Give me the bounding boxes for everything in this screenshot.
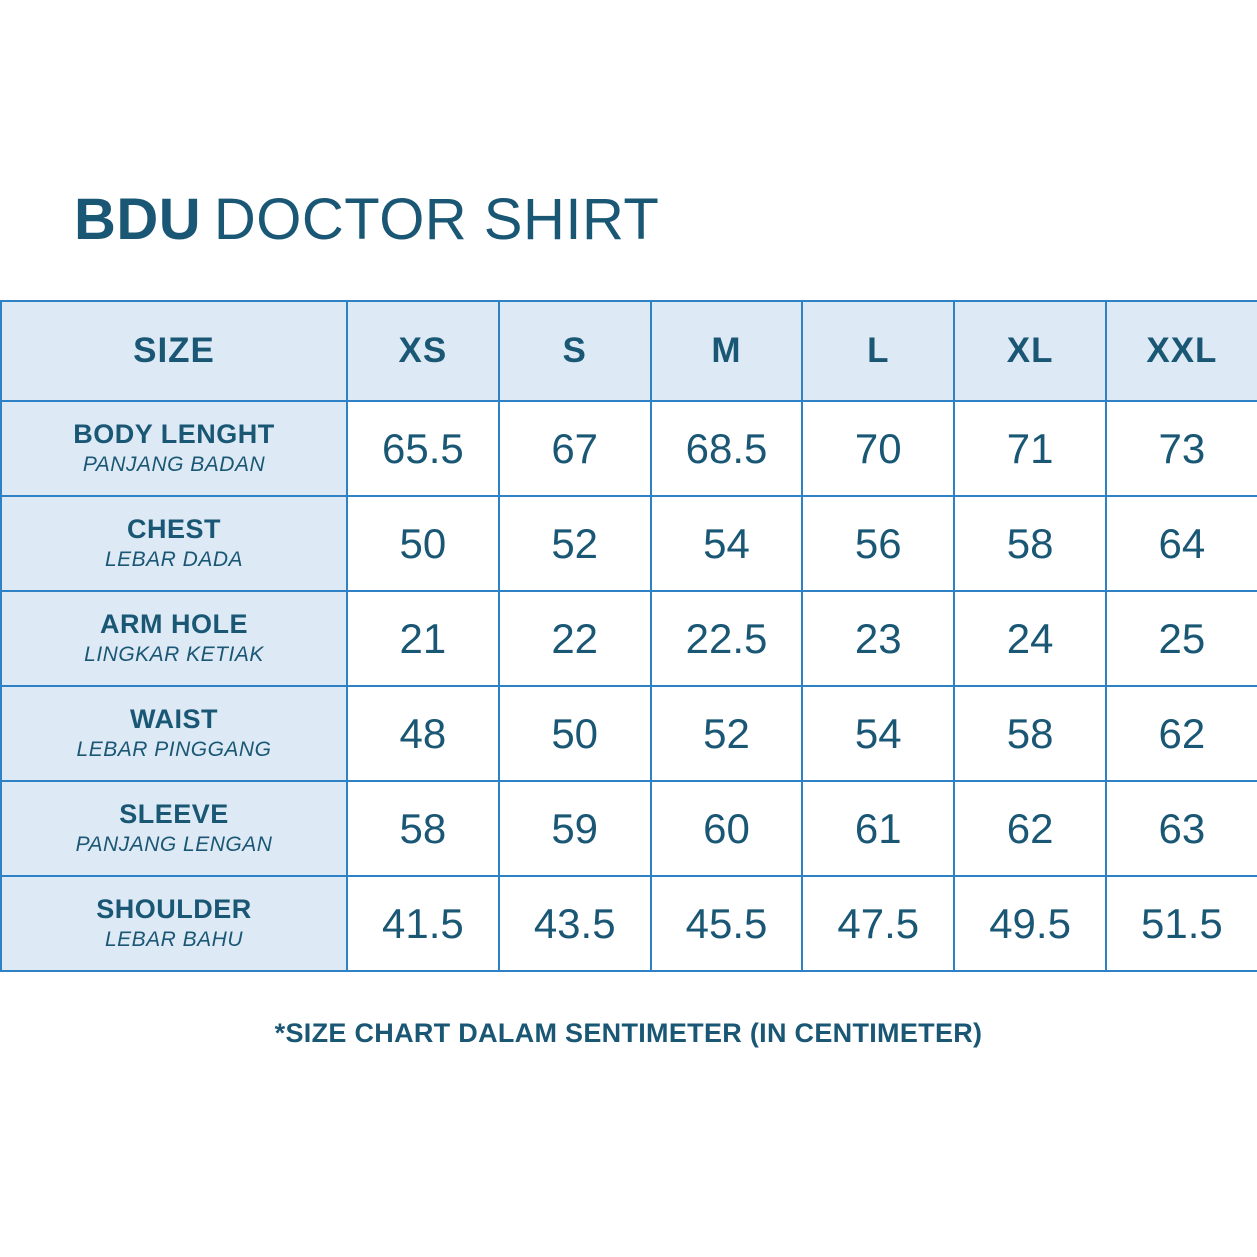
measurement-label: ARM HOLE: [100, 608, 248, 639]
table-row: SLEEVE PANJANG LENGAN 58 59 60 61 62 63: [0, 780, 1257, 877]
value-cell: 60: [649, 780, 804, 877]
table-row: SHOULDER LEBAR BAHU 41.5 43.5 45.5 47.5 49.5 51…: [0, 875, 1257, 972]
row-label-cell: BODY LENGHT PANJANG BADAN: [0, 400, 348, 497]
measurement-label: BODY LENGHT: [73, 418, 275, 449]
value-cell: 62: [1104, 685, 1257, 782]
size-column-header-m: M: [649, 300, 804, 402]
measurement-sublabel: LEBAR DADA: [104, 547, 244, 571]
table-row: WAIST LEBAR PINGGANG 48 50 52 54 58 62: [0, 685, 1257, 782]
measurement-sublabel: LEBAR BAHU: [104, 927, 244, 951]
value-cell: 71: [953, 400, 1107, 497]
value-cell: 58: [953, 495, 1107, 592]
value-cell: 52: [497, 495, 652, 592]
value-cell: 49.5: [953, 875, 1107, 972]
value-cell: 64: [1104, 495, 1257, 592]
value-cell: 68.5: [649, 400, 804, 497]
value-cell: 51.5: [1104, 875, 1257, 972]
value-cell: 63: [1104, 780, 1257, 877]
value-cell: 73: [1104, 400, 1257, 497]
measurement-label: WAIST: [130, 703, 218, 734]
value-cell: 22: [497, 590, 652, 687]
size-column-header-xxl: XXL: [1104, 300, 1257, 402]
product-name: DOCTOR SHIRT: [213, 187, 660, 252]
value-cell: 22.5: [649, 590, 804, 687]
measurement-label: CHEST: [126, 513, 221, 544]
value-cell: 41.5: [346, 875, 500, 972]
row-label-cell: SLEEVE PANJANG LENGAN: [0, 780, 348, 877]
size-column-header-s: S: [497, 300, 652, 402]
value-cell: 56: [801, 495, 956, 592]
value-cell: 70: [801, 400, 956, 497]
table-body: BODY LENGHT PANJANG BADAN 65.5 67 68.5 70 71 73…: [0, 400, 1257, 972]
value-cell: 50: [346, 495, 500, 592]
size-chart-table: SIZE XS S M L XL XXL BODY LENGHT PANJANG BADAN 6…: [0, 300, 1257, 972]
row-label-cell: CHEST LEBAR DADA: [0, 495, 348, 592]
value-cell: 54: [801, 685, 956, 782]
value-cell: 61: [801, 780, 956, 877]
measurement-sublabel: PANJANG BADAN: [82, 452, 266, 476]
row-label-cell: ARM HOLE LINGKAR KETIAK: [0, 590, 348, 687]
value-cell: 59: [497, 780, 652, 877]
value-cell: 62: [953, 780, 1107, 877]
value-cell: 58: [953, 685, 1107, 782]
measurement-label: SHOULDER: [96, 893, 252, 924]
measurement-sublabel: LEBAR PINGGANG: [76, 737, 272, 761]
size-column-header-xl: XL: [953, 300, 1107, 402]
product-code: BDU: [74, 187, 202, 252]
value-cell: 58: [346, 780, 500, 877]
table-row: CHEST LEBAR DADA 50 52 54 56 58 64: [0, 495, 1257, 592]
table-row: ARM HOLE LINGKAR KETIAK 21 22 22.5 23 24 25: [0, 590, 1257, 687]
measurement-sublabel: LINGKAR KETIAK: [84, 642, 264, 666]
value-cell: 67: [497, 400, 652, 497]
size-header-cell: SIZE: [0, 300, 348, 402]
table-row: BODY LENGHT PANJANG BADAN 65.5 67 68.5 70 71 73: [0, 400, 1257, 497]
value-cell: 45.5: [649, 875, 804, 972]
value-cell: 23: [801, 590, 956, 687]
size-column-header-l: L: [801, 300, 956, 402]
value-cell: 48: [346, 685, 500, 782]
row-label-cell: SHOULDER LEBAR BAHU: [0, 875, 348, 972]
value-cell: 21: [346, 590, 500, 687]
value-cell: 43.5: [497, 875, 652, 972]
row-label-cell: WAIST LEBAR PINGGANG: [0, 685, 348, 782]
size-column-header-xs: XS: [346, 300, 500, 402]
footnote: *SIZE CHART DALAM SENTIMETER (IN CENTIME…: [274, 1018, 983, 1048]
header-row: SIZE XS S M L XL XXL: [0, 300, 1257, 402]
value-cell: 24: [953, 590, 1107, 687]
page-title: BDU DOCTOR SHIRT: [74, 186, 659, 253]
value-cell: 50: [497, 685, 652, 782]
value-cell: 47.5: [801, 875, 956, 972]
measurement-sublabel: PANJANG LENGAN: [75, 832, 273, 856]
value-cell: 25: [1104, 590, 1257, 687]
measurement-label: SLEEVE: [119, 798, 229, 829]
value-cell: 52: [649, 685, 804, 782]
value-cell: 65.5: [346, 400, 500, 497]
value-cell: 54: [649, 495, 804, 592]
